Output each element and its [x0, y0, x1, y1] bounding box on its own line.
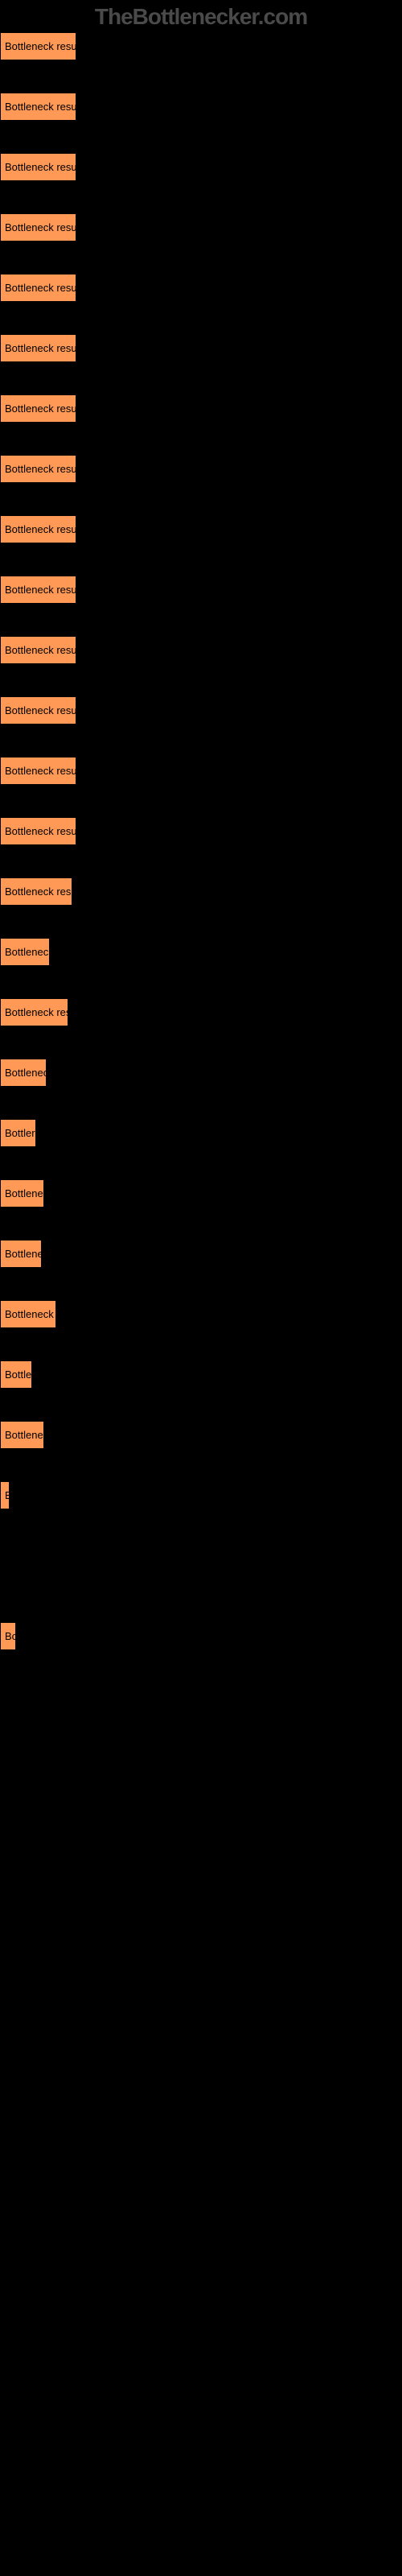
bar-label: Bottleneck result — [5, 161, 76, 173]
bar: Bottlenec — [0, 1179, 44, 1208]
bar-row: Bottleneck result — [0, 636, 386, 664]
bar-label: Bottlenec — [5, 1067, 46, 1079]
bar: Bottleneck result — [0, 636, 76, 664]
bar-label: Bottler — [5, 1127, 35, 1139]
bar-label: Bottleneck resu — [5, 886, 72, 898]
spacer — [0, 1542, 386, 1622]
bar-label: Bottleneck result — [5, 282, 76, 294]
bar-label: Bottleneck result — [5, 584, 76, 596]
bars-area: Bottleneck result Bottleneck result Bottle… — [0, 32, 386, 1509]
bar-row: Bottleneck result — [0, 153, 386, 181]
bar-row: Bottlene — [0, 1240, 386, 1268]
bar-label: Bottleneck r — [5, 1308, 55, 1320]
bar-label: Bottleneck result — [5, 765, 76, 777]
bar-row: Bottleneck result — [0, 93, 386, 121]
bar: Bottleneck result — [0, 696, 76, 724]
bar-row: Bottleneck result — [0, 817, 386, 845]
bar-row: Bottleneck result — [0, 515, 386, 543]
bar-row: Bottlenec — [0, 1179, 386, 1208]
bar-row: Bottleneck result — [0, 274, 386, 302]
bar-label: Bo — [5, 1630, 15, 1642]
bar-row: Bottlenec — [0, 1059, 386, 1087]
bar: Bottleneck result — [0, 274, 76, 302]
bar-label: Bottleneck result — [5, 40, 76, 52]
bar-row: Bo — [0, 1622, 386, 1650]
bar-row: B — [0, 1481, 386, 1509]
bar-row: Bottleneck result — [0, 455, 386, 483]
bar: Bottleneck result — [0, 576, 76, 604]
bar-label: Bottle — [5, 1368, 31, 1381]
bar-row: Bottleneck — [0, 938, 386, 966]
bar-row: Bottleneck result — [0, 394, 386, 423]
bar-row: Bottle — [0, 1360, 386, 1389]
bar: Bottleneck result — [0, 213, 76, 242]
bar: Bottleneck resu — [0, 877, 72, 906]
bar-label: Bottleneck result — [5, 463, 76, 475]
bar: Bottlene — [0, 1240, 42, 1268]
chart-container: Bottleneck result Bottleneck result Bottle… — [0, 0, 402, 1650]
bar-row: Bottleneck result — [0, 696, 386, 724]
bar: Bottler — [0, 1119, 36, 1147]
bar: Bottleneck result — [0, 817, 76, 845]
gap-bar-area: Bo — [0, 1622, 386, 1650]
bar-row: Bottleneck result — [0, 334, 386, 362]
bar: Bottleneck result — [0, 394, 76, 423]
bar-label: Bottleneck — [5, 946, 49, 958]
bar-label: Bottleneck result — [5, 221, 76, 233]
bar-label: Bottleneck result — [5, 523, 76, 535]
bar: Bottle — [0, 1360, 32, 1389]
bar-label: Bottlenec — [5, 1429, 43, 1441]
bar-label: B — [5, 1489, 9, 1501]
bar-label: Bottleneck result — [5, 644, 76, 656]
bar-label: Bottlenec — [5, 1187, 43, 1199]
bar-label: Bottleneck result — [5, 402, 76, 415]
bar-row: Bottleneck r — [0, 1300, 386, 1328]
bar: Bottleneck result — [0, 334, 76, 362]
bar-row: Bottleneck result — [0, 32, 386, 60]
bar: B — [0, 1481, 10, 1509]
bar: Bottleneck res — [0, 998, 68, 1026]
bar-row: Bottlenec — [0, 1421, 386, 1449]
bar-label: Bottleneck result — [5, 825, 76, 837]
bar-label: Bottleneck result — [5, 342, 76, 354]
bar: Bottleneck result — [0, 153, 76, 181]
bar-label: Bottleneck result — [5, 704, 76, 716]
bar: Bottleneck result — [0, 32, 76, 60]
bar-row: Bottleneck resu — [0, 877, 386, 906]
bar: Bo — [0, 1622, 16, 1650]
bar: Bottleneck result — [0, 455, 76, 483]
bar-label: Bottleneck result — [5, 101, 76, 113]
bar: Bottlenec — [0, 1421, 44, 1449]
bar: Bottleneck — [0, 938, 50, 966]
bar: Bottleneck r — [0, 1300, 56, 1328]
bar: Bottlenec — [0, 1059, 47, 1087]
bar: Bottleneck result — [0, 93, 76, 121]
bar-row: Bottleneck res — [0, 998, 386, 1026]
bar-row: Bottleneck result — [0, 757, 386, 785]
bar-row: Bottler — [0, 1119, 386, 1147]
watermark-text: TheBottlenecker.com — [95, 4, 307, 30]
bar: Bottleneck result — [0, 757, 76, 785]
bar-row: Bottleneck result — [0, 576, 386, 604]
bar-label: Bottleneck res — [5, 1006, 68, 1018]
bar: Bottleneck result — [0, 515, 76, 543]
bar-row: Bottleneck result — [0, 213, 386, 242]
bar-label: Bottlene — [5, 1248, 41, 1260]
